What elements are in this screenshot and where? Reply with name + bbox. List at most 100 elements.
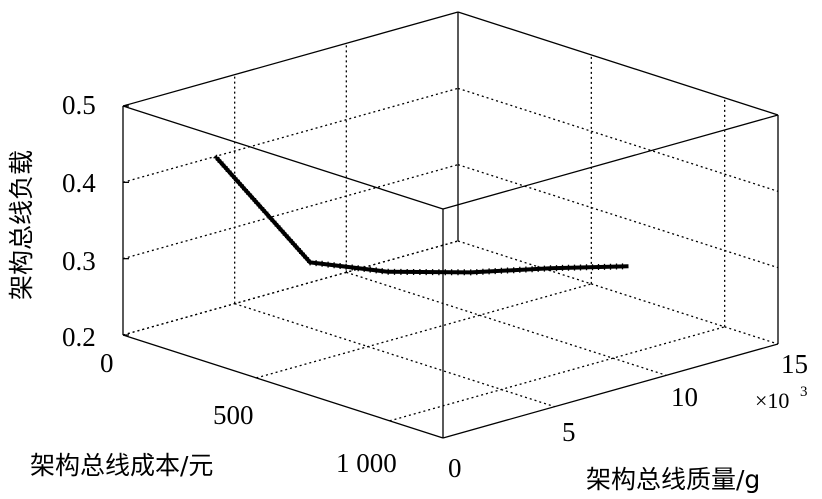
y-tick-label: 10 (671, 382, 698, 412)
data-point (498, 267, 505, 274)
data-point (516, 266, 523, 273)
data-point (290, 241, 297, 248)
data-point (429, 269, 436, 276)
data-point (282, 232, 289, 239)
data-point (313, 260, 320, 267)
box-edge (122, 334, 444, 439)
y-tick-label: 5 (562, 417, 576, 447)
grid-line (122, 240, 459, 336)
data-point (423, 269, 430, 276)
z-tick-label: 0.3 (62, 246, 96, 276)
data-point (473, 269, 480, 276)
y-axis-multiplier-exponent: 3 (800, 384, 808, 400)
box-edge (457, 11, 779, 116)
data-point (254, 200, 261, 207)
z-tick-label: 0.5 (62, 90, 96, 120)
data-point (331, 262, 338, 269)
z-axis-label: 架构总线负载 (7, 150, 36, 300)
data-point (410, 269, 417, 275)
data-point (349, 264, 356, 271)
data-point (307, 259, 314, 266)
data-point (589, 264, 596, 271)
data-point (337, 263, 344, 269)
data-point (535, 265, 542, 272)
data-point (571, 264, 578, 271)
data-point (217, 159, 224, 166)
box-edge (122, 105, 444, 210)
data-point (486, 268, 493, 275)
data-series (213, 154, 629, 276)
z-tick-label: 0.4 (62, 168, 96, 198)
data-point (258, 204, 265, 211)
data-point (355, 265, 362, 272)
data-point (373, 267, 380, 274)
data-point (246, 191, 253, 198)
x-axis-label: 架构总线成本/元 (30, 451, 213, 480)
plot-box (122, 11, 779, 439)
data-point (504, 267, 511, 274)
y-tick-label: 15 (781, 349, 808, 379)
data-point (379, 268, 386, 275)
data-point (229, 172, 236, 179)
data-point (435, 269, 442, 276)
grid-line (256, 283, 592, 379)
data-point (225, 168, 232, 175)
z-tick-label: 0.2 (62, 322, 96, 352)
grid-line (346, 271, 667, 376)
box-edge (442, 114, 779, 210)
data-point (492, 268, 499, 275)
data-point (565, 264, 572, 271)
data-point (266, 213, 273, 220)
grid-line (457, 164, 779, 269)
data-point (343, 263, 350, 270)
data-point (577, 264, 584, 271)
data-point (442, 269, 449, 276)
x-tick-label: 1 000 (336, 448, 397, 478)
data-point (397, 268, 404, 275)
data-point (541, 265, 548, 272)
data-point (274, 223, 281, 229)
data-point (404, 269, 411, 275)
data-point (286, 236, 293, 243)
y-axis-multiplier: ×10 (755, 388, 789, 413)
data-point (448, 269, 455, 276)
data-point (361, 265, 368, 272)
data-point (595, 264, 602, 270)
data-point (479, 268, 486, 275)
data-point (303, 254, 310, 261)
data-point (583, 264, 590, 271)
grid-line (457, 240, 779, 345)
x-tick-label: 0 (100, 348, 114, 378)
data-point (559, 264, 566, 271)
grid-line (457, 87, 779, 192)
data-point (553, 265, 560, 272)
data-point (601, 263, 608, 270)
data-point (294, 245, 301, 252)
data-point (238, 182, 244, 188)
data-point (213, 154, 220, 161)
data-point (299, 250, 305, 257)
x-tick-label: 500 (213, 400, 254, 430)
data-point (547, 265, 554, 272)
data-point (385, 268, 392, 275)
y-tick-label: 0 (448, 453, 462, 483)
data-point (242, 186, 248, 193)
data-point (262, 209, 269, 216)
data-point (233, 177, 240, 184)
data-point (391, 268, 398, 275)
grid-line (122, 87, 459, 183)
y-axis-label: 架构总线质量/g (586, 465, 760, 494)
data-point (319, 260, 326, 267)
data-point (416, 269, 423, 275)
data-point (607, 263, 614, 270)
data-point (467, 269, 474, 276)
data-point (270, 218, 277, 225)
data-point (325, 261, 332, 268)
box-edge (122, 11, 459, 107)
data-point (278, 227, 285, 234)
data-point (522, 266, 529, 273)
grid-line (122, 164, 459, 260)
data-point (510, 267, 517, 274)
